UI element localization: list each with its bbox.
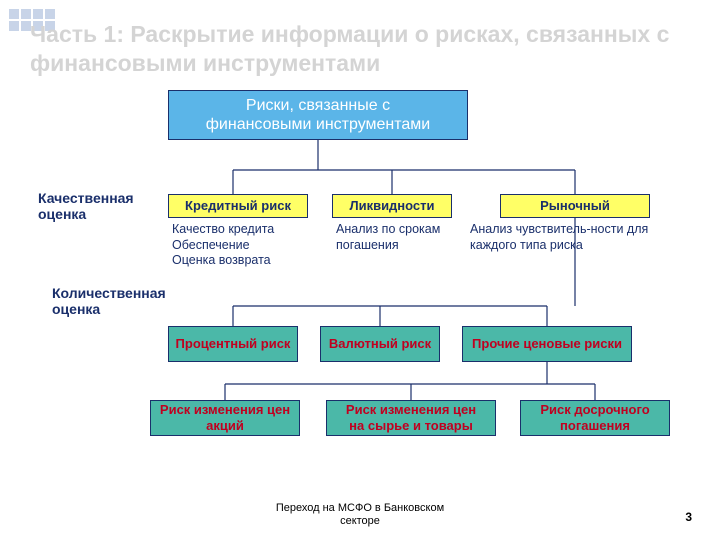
node-interest-risk: Процентный риск [168,326,298,362]
node-currency-risk: Валютный риск [320,326,440,362]
root-node: Риски, связанные с финансовыми инструмен… [168,90,468,140]
node-equity-price-risk: Риск изменения цен акций [150,400,300,436]
connector-lines [0,0,720,540]
node-liquidity: Ликвидности [332,194,452,218]
root-line1: Риски, связанные с [173,96,463,115]
node-other-price-risk: Прочие ценовые риски [462,326,632,362]
slide-title: Часть 1: Раскрытие информации о рисках, … [30,20,690,78]
desc-market: Анализ чувствитель-ности для каждого тип… [470,222,670,253]
page-number: 3 [685,510,692,524]
node-commodity-risk: Риск изменения ценна сырье и товары [326,400,496,436]
desc-liquidity: Анализ по срокам погашения [336,222,456,253]
node-market: Рыночный [500,194,650,218]
desc-credit-risk: Качество кредитаОбеспечениеОценка возвра… [172,222,312,269]
footer-text: Переход на МСФО в Банковскомсекторе [0,502,720,528]
node-credit-risk: Кредитный риск [168,194,308,218]
root-line2: финансовыми инструментами [173,115,463,134]
node-prepayment-risk: Риск досрочного погашения [520,400,670,436]
label-quantitative: Количественная оценка [52,285,192,317]
label-qualitative: Качественная оценка [38,190,153,222]
